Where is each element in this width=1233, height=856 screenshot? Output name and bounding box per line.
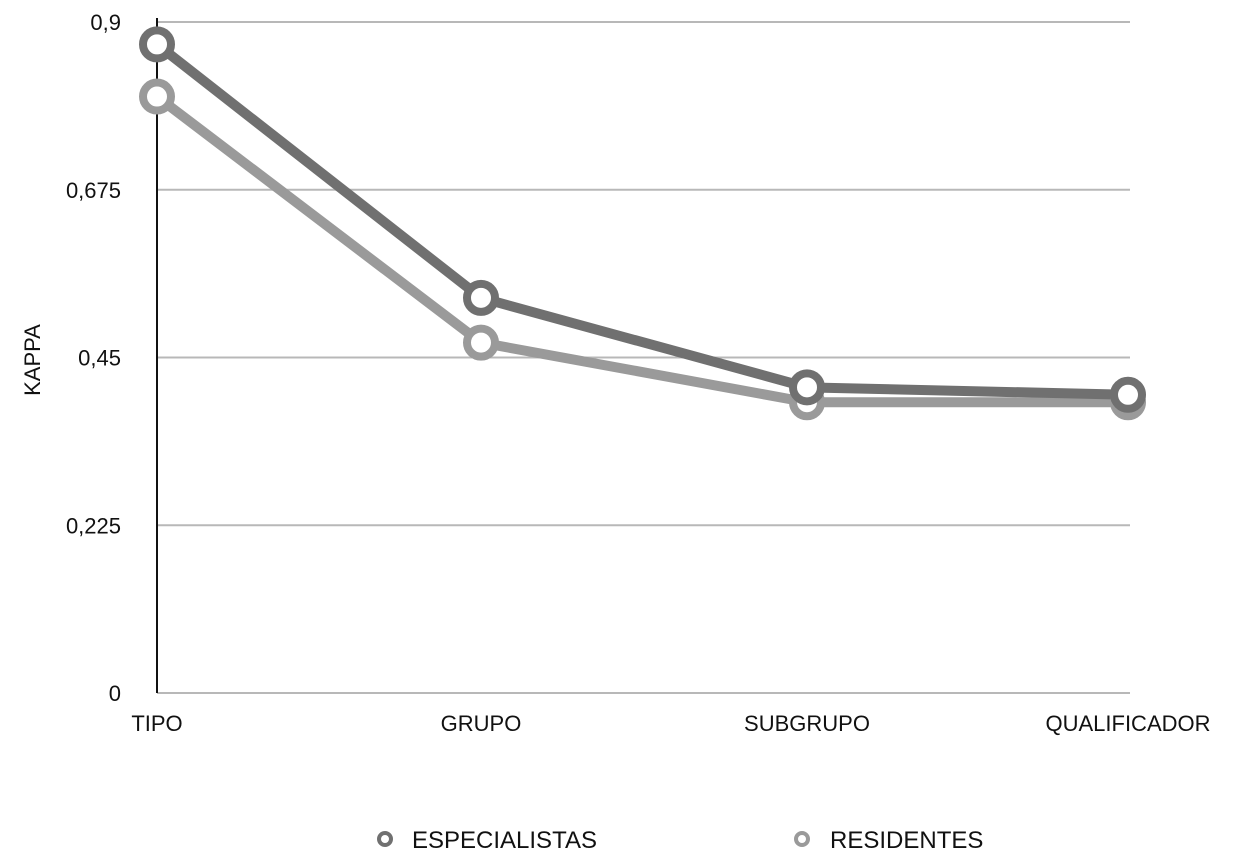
legend: ESPECIALISTAS RESIDENTES <box>377 827 983 854</box>
x-tick-label: SUBGRUPO <box>744 711 870 736</box>
gridlines <box>157 21 1130 694</box>
axes: 0 0,225 0,45 0,675 0,9 TIPO GRUPO SUBGRUPO QUALI… <box>66 10 1211 736</box>
series <box>139 26 1146 421</box>
series-line <box>152 39 1133 400</box>
legend-label: ESPECIALISTAS <box>412 827 597 851</box>
x-tick-label: TIPO <box>131 711 182 736</box>
x-tick-label: GRUPO <box>441 711 522 736</box>
data-point <box>1110 376 1146 413</box>
y-tick-label: 0,225 <box>66 513 121 538</box>
legend-marker-icon <box>794 831 810 847</box>
legend-marker-icon <box>377 831 393 847</box>
y-axis-title: KAPPA <box>20 324 45 396</box>
y-tick-label: 0 <box>109 681 121 706</box>
y-tick-label: 0,9 <box>90 10 121 35</box>
legend-label: RESIDENTES <box>830 827 983 851</box>
data-point <box>463 279 499 316</box>
y-tick-label: 0,45 <box>78 346 121 371</box>
data-point <box>463 324 499 361</box>
data-point <box>139 78 175 115</box>
y-tick-label: 0,675 <box>66 178 121 203</box>
data-point <box>139 26 175 63</box>
series-line <box>152 91 1133 408</box>
x-tick-label: QUALIFICADOR <box>1045 711 1210 736</box>
data-point <box>789 369 825 406</box>
